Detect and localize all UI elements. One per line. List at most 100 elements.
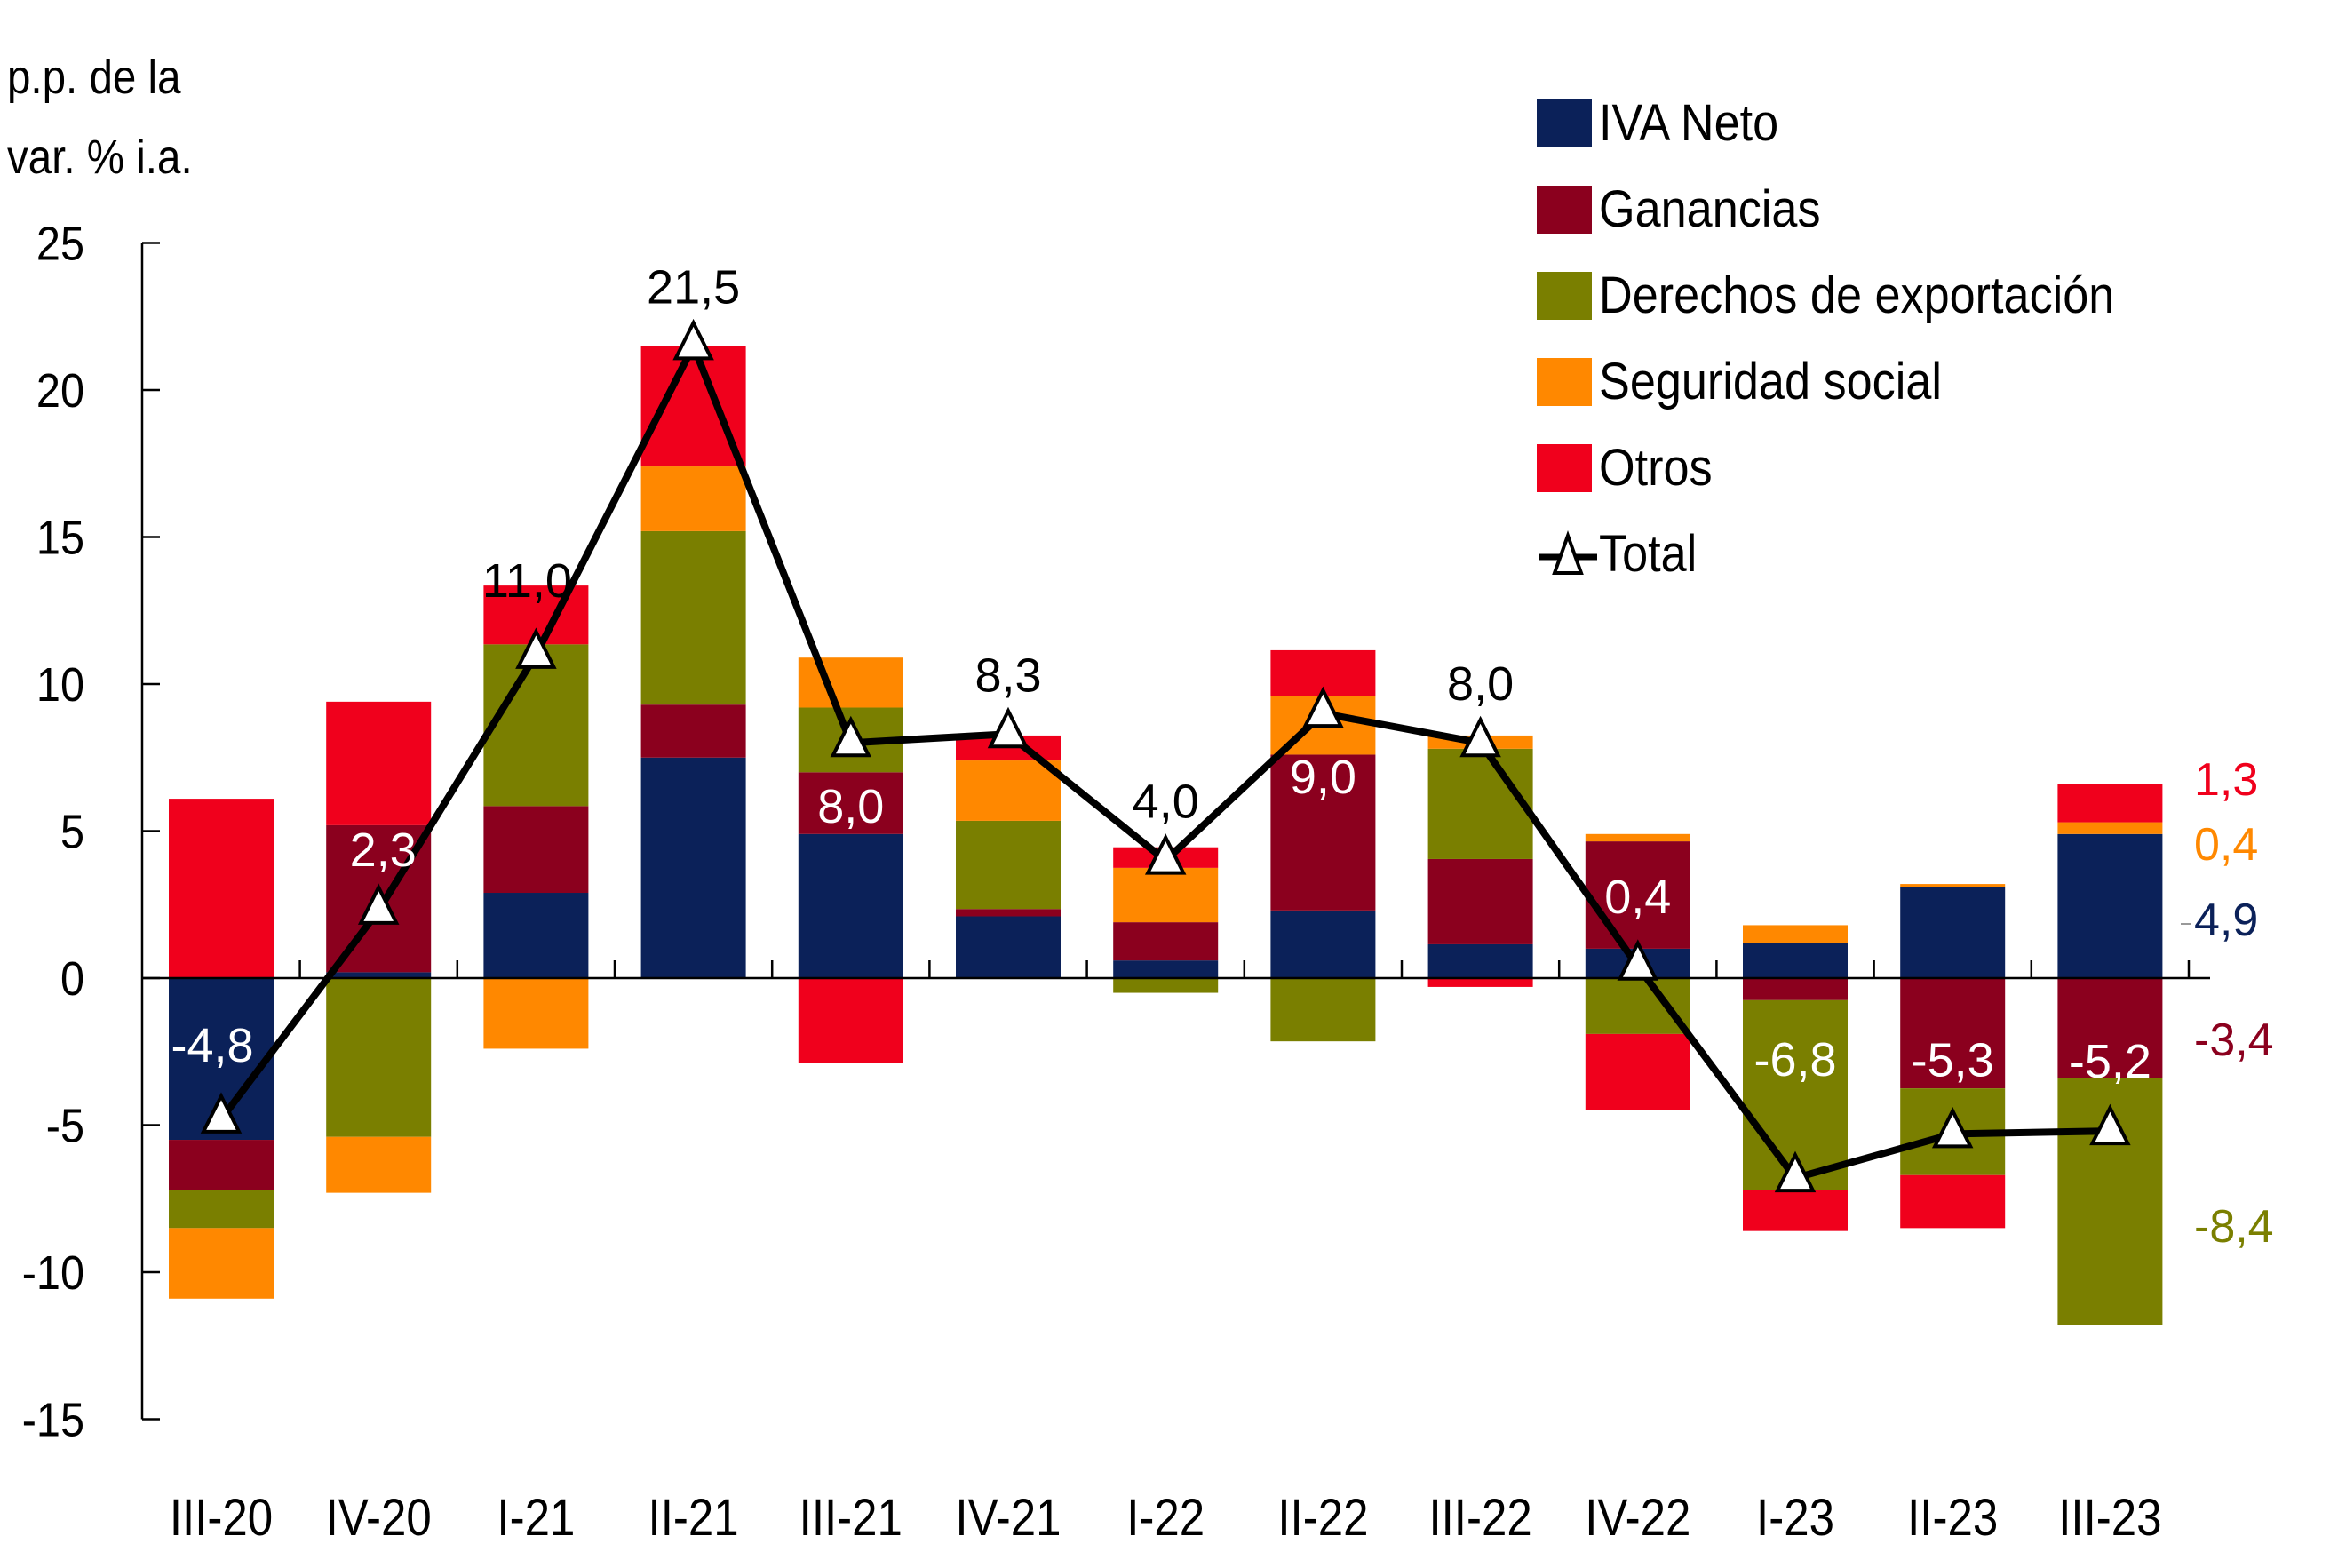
total-marker-iii-23 [2089, 1103, 2131, 1146]
bar-segment-ganancias-ii-22 [1270, 754, 1376, 911]
bar-segment-ganancias-i-21 [483, 806, 589, 894]
bar-segment-iva-neto-iii-21 [798, 833, 903, 978]
bar-segment-ganancias-i-22 [1113, 922, 1219, 961]
x-tick-label: II-22 [1277, 1489, 1368, 1547]
bar-segment-ganancias-ii-23 [1900, 978, 2006, 1089]
x-tick-label: IV-21 [955, 1489, 1061, 1547]
bar-segment-otros-iii-21 [798, 978, 903, 1063]
legend-swatch-ganancias [1537, 185, 1592, 234]
legend-item-total[interactable]: Total [1537, 511, 2172, 597]
annotation-derechos-de-exportacion: -8,4 [2194, 1201, 2274, 1253]
y-tick-label: 25 [36, 216, 84, 270]
x-tick-label: III-23 [2058, 1489, 2161, 1547]
y-tick-label: 15 [36, 510, 84, 564]
bar-segment-derechos-de-exportacion-ii-21 [640, 530, 746, 705]
y-tick-label: -15 [22, 1392, 84, 1446]
total-marker-ii-22 [1302, 686, 1344, 728]
bar-segment-iva-neto-i-23 [1743, 943, 1848, 978]
total-marker-i-21 [515, 627, 557, 669]
annotation-otros: 1,3 [2194, 754, 2258, 806]
y-tick-label: -5 [46, 1098, 84, 1152]
legend-label: Ganancias [1599, 180, 1821, 238]
bar-segment-iva-neto-ii-22 [1270, 910, 1376, 978]
x-tick-label: I-23 [1756, 1489, 1834, 1547]
bar-segment-derechos-de-exportacion-iv-22 [1585, 978, 1690, 1034]
bar-segment-ganancias-ii-21 [640, 704, 746, 758]
legend-item-ganancias[interactable]: Ganancias [1537, 166, 2172, 252]
bar-segment-ganancias-i-23 [1743, 978, 1848, 1000]
bar-segment-derechos-de-exportacion-iv-20 [326, 978, 432, 1137]
total-marker-ii-21 [672, 318, 714, 361]
bar-segment-iva-neto-i-22 [1113, 960, 1219, 978]
bar-segment-otros-iii-23 [2057, 784, 2163, 823]
bar-segment-otros-ii-21 [640, 346, 746, 467]
bar-segment-seguridad-social-iv-22 [1585, 833, 1690, 842]
y-tick-label: -10 [22, 1246, 84, 1300]
annotation-seguridad-social: 0,4 [2194, 819, 2258, 871]
bar-segment-otros-iv-20 [326, 701, 432, 825]
x-tick-label: III-20 [170, 1489, 273, 1547]
annotation-ganancias: -3,4 [2194, 1015, 2274, 1066]
bar-segment-otros-ii-23 [1900, 1174, 2006, 1229]
total-marker-iv-22 [1617, 939, 1659, 981]
total-value-label: 0,4 [1604, 871, 1671, 924]
bar-segment-ganancias-iii-22 [1427, 858, 1533, 944]
legend-label: Total [1599, 525, 1698, 583]
bar-segment-derechos-de-exportacion-iii-20 [169, 1190, 274, 1229]
bar-segment-otros-iv-22 [1585, 1033, 1690, 1110]
total-value-label: 8,0 [1447, 657, 1514, 711]
bar-segment-iva-neto-iii-23 [2057, 833, 2163, 978]
bar-segment-derechos-de-exportacion-i-22 [1113, 978, 1219, 993]
x-tick-label: II-23 [1907, 1489, 1998, 1547]
bar-segment-seguridad-social-iii-21 [798, 657, 903, 708]
total-marker-iv-21 [987, 706, 1030, 749]
y-tick-label: 0 [60, 951, 84, 1006]
bar-segment-iva-neto-iv-21 [956, 916, 1061, 978]
bar-segment-seguridad-social-i-23 [1743, 925, 1848, 943]
legend-swatch-otros [1537, 443, 1592, 492]
legend-item-seguridad-social[interactable]: Seguridad social [1537, 338, 2172, 425]
total-marker-i-22 [1144, 833, 1187, 875]
bar-segment-derechos-de-exportacion-i-21 [483, 644, 589, 807]
bar-segment-ganancias-iii-21 [798, 772, 903, 834]
bar-segment-iva-neto-i-21 [483, 893, 589, 978]
legend-item-iva-neto[interactable]: IVA Neto [1537, 80, 2172, 166]
total-value-label: -6,8 [1753, 1033, 1836, 1086]
legend-item-derechos[interactable]: Derechos de exportación [1537, 252, 2172, 338]
bar-segment-seguridad-social-i-21 [483, 978, 589, 1049]
x-tick-label: III-21 [799, 1489, 903, 1547]
legend-item-otros[interactable]: Otros [1537, 425, 2172, 511]
legend-label: Otros [1599, 439, 1713, 497]
total-marker-iv-20 [357, 883, 400, 925]
bar-segment-otros-iii-22 [1427, 978, 1533, 987]
y-tick-label: 20 [36, 363, 84, 418]
y-axis-title: p.p. de la var. % i.a. [7, 37, 193, 197]
bar-segment-iva-neto-ii-21 [640, 757, 746, 978]
legend: IVA Neto Ganancias Derechos de exportaci… [1537, 80, 2172, 597]
total-marker-i-23 [1774, 1150, 1817, 1193]
bar-segment-ganancias-iv-22 [1585, 841, 1690, 949]
bar-segment-seguridad-social-iv-20 [326, 1136, 432, 1193]
bar-segment-derechos-de-exportacion-ii-22 [1270, 978, 1376, 1042]
x-tick-label: I-22 [1126, 1489, 1205, 1547]
bar-segment-iva-neto-iv-20 [326, 972, 432, 978]
total-value-label: 4,0 [1133, 776, 1199, 829]
bar-segment-iva-neto-ii-23 [1900, 887, 2006, 978]
triangle-marker-icon [1539, 529, 1597, 575]
y-axis-title-line-1: p.p. de la [7, 51, 181, 104]
y-tick-label: 10 [36, 657, 84, 712]
bar-segment-ganancias-iii-23 [2057, 978, 2163, 1078]
total-value-label: -5,3 [1912, 1033, 1994, 1086]
total-value-label: -5,2 [2069, 1035, 2151, 1088]
bar-segment-seguridad-social-i-22 [1113, 867, 1219, 923]
total-marker-iii-22 [1459, 715, 1501, 758]
bar-segment-seguridad-social-iii-23 [2057, 822, 2163, 834]
x-tick-label: I-21 [497, 1489, 575, 1547]
labels-layer: -4,8 2,3 11,0 21,5 8,0 8,3 4,0 9,0 8,0 0,4 -6,8 -5,… [171, 260, 2273, 1253]
bar-segment-derechos-de-exportacion-iv-21 [956, 820, 1061, 910]
total-value-label: 21,5 [647, 260, 740, 314]
bar-segment-otros-iii-20 [169, 799, 274, 978]
y-axis-title-line-2: var. % i.a. [7, 131, 193, 184]
total-value-label: 2,3 [350, 824, 417, 877]
